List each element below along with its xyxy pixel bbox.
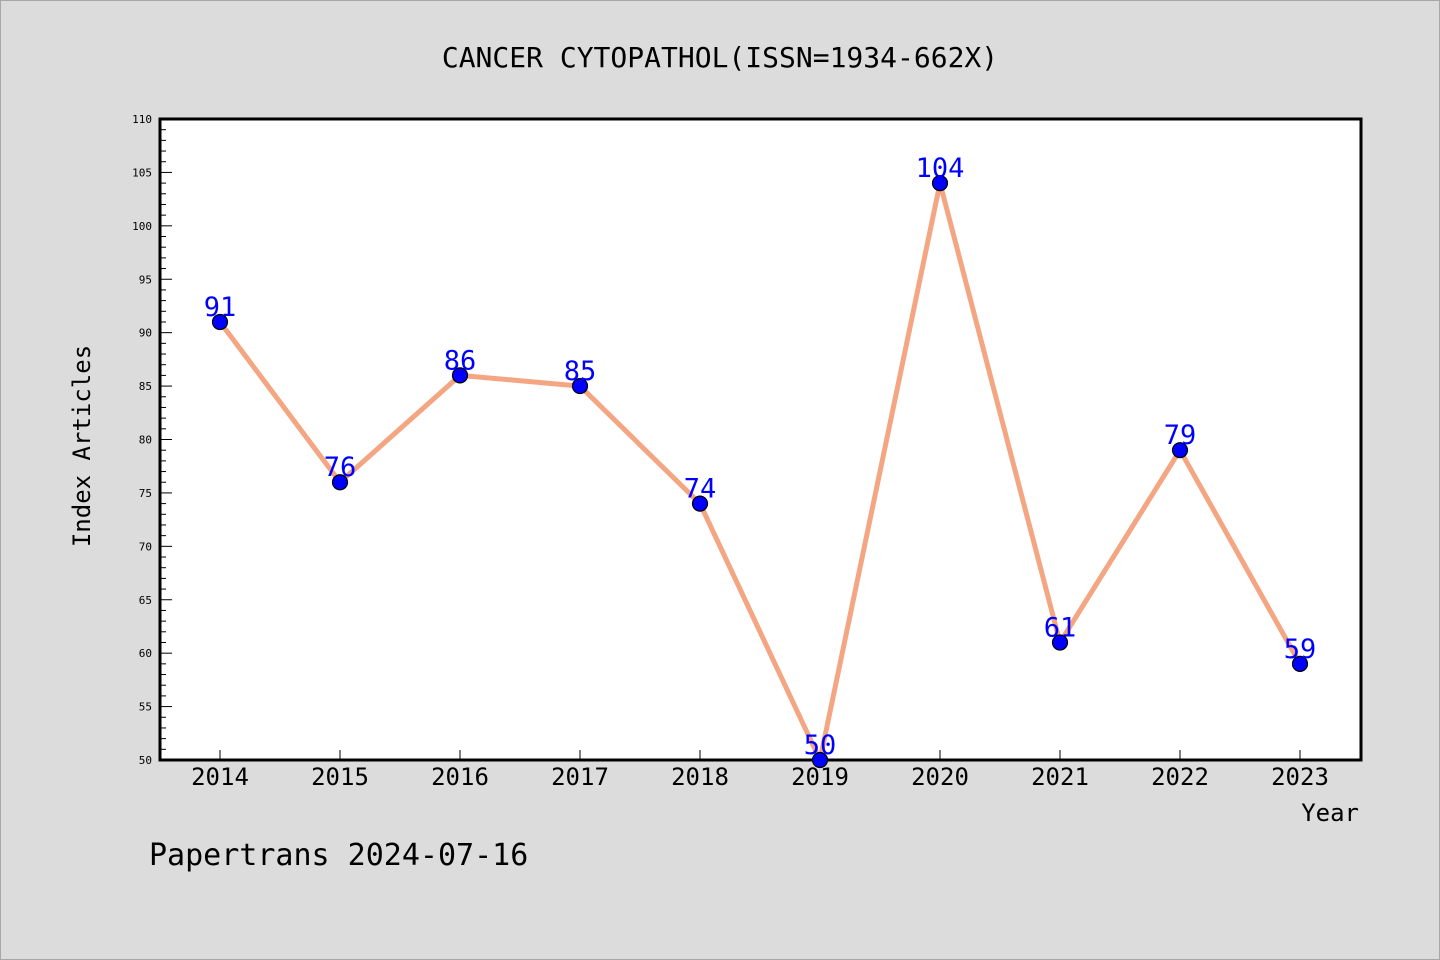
data-point: [1291, 655, 1309, 672]
y-tick-label: 90: [139, 327, 152, 340]
data-label: 86: [444, 345, 477, 376]
data-label: 61: [1044, 612, 1077, 643]
data-label: 91: [204, 292, 237, 323]
data-label: 50: [804, 730, 837, 761]
y-tick-label: 70: [139, 540, 152, 553]
data-label: 104: [916, 153, 965, 184]
data-point: [691, 495, 709, 512]
x-tick-label: 2018: [671, 763, 729, 791]
x-tick-label: 2014: [191, 763, 249, 791]
x-tick-label: 2016: [431, 763, 489, 791]
y-tick-label: 55: [139, 701, 152, 714]
y-tick-label: 105: [132, 166, 152, 179]
y-tick-label: 110: [132, 113, 152, 126]
data-point: [451, 367, 469, 384]
data-point: [1171, 442, 1189, 459]
data-labels: 91 76 86 85 74 50 104 61 79 59: [204, 153, 1317, 761]
y-axis: 50 55 60 65 70 75 80 85 90 95 100 105 110: [132, 113, 172, 767]
data-point: [811, 751, 829, 769]
data-label: 76: [324, 452, 357, 483]
y-tick-label: 50: [139, 754, 152, 767]
data-label: 85: [564, 356, 597, 387]
data-markers: [211, 175, 1309, 769]
data-label: 74: [684, 474, 717, 505]
data-label: 79: [1164, 420, 1197, 451]
data-label: 59: [1284, 634, 1317, 665]
series-line: [217, 180, 1303, 763]
plot-area: [158, 117, 1363, 762]
data-point: [211, 313, 229, 331]
x-tick-label: 2020: [911, 763, 969, 791]
y-tick-label: 85: [139, 380, 152, 393]
data-point: [931, 175, 949, 192]
y-tick-label: 65: [139, 594, 152, 607]
x-tick-label: 2021: [1031, 763, 1089, 791]
x-tick-label: 2015: [311, 763, 369, 791]
x-tick-label: 2022: [1151, 763, 1209, 791]
data-point: [331, 474, 349, 491]
x-axis: 2014 2015 2016 2017 2018 2019 2020 2021 2022 2023: [191, 750, 1329, 791]
y-tick-label: 75: [139, 487, 152, 500]
y-tick-label: 95: [139, 273, 152, 286]
x-tick-label: 2023: [1271, 763, 1329, 791]
x-axis-label: Year: [1301, 799, 1359, 827]
y-axis-label: Index Articles: [68, 345, 96, 547]
footer-text: Papertrans 2024-07-16: [149, 838, 528, 873]
y-tick-label: 80: [139, 434, 152, 447]
data-point: [1051, 634, 1069, 651]
data-point: [571, 377, 589, 395]
y-tick-label: 60: [139, 647, 152, 660]
x-tick-label: 2017: [551, 763, 609, 791]
chart-title: CANCER CYTOPATHOL(ISSN=1934-662X): [442, 41, 998, 74]
y-tick-label: 100: [132, 220, 152, 233]
